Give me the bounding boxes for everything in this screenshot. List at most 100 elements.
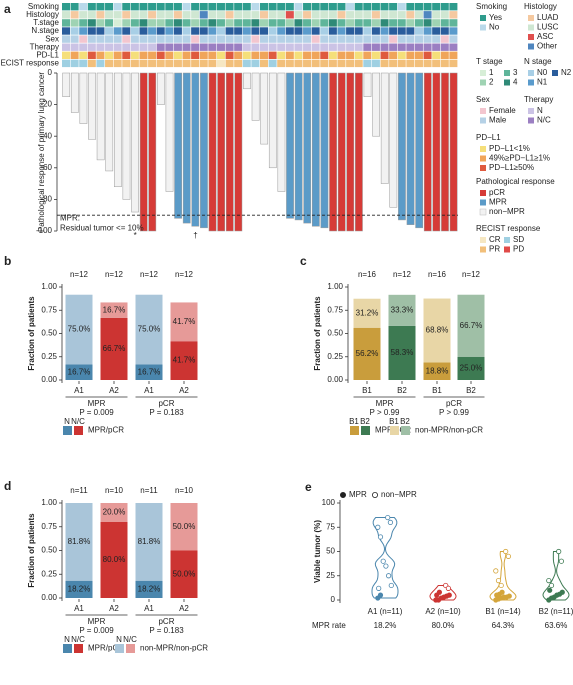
bar: [260, 72, 269, 145]
track-cell: [311, 35, 320, 43]
value-label: 66.7%: [460, 321, 483, 330]
legend-swatch: [480, 190, 486, 196]
track-cell: [70, 59, 79, 68]
bar: [415, 72, 424, 229]
track-cell: [234, 11, 243, 19]
track-cell: [251, 19, 260, 27]
violin: [371, 517, 399, 599]
y-axis-title: Pathological response of primary lung ca…: [37, 72, 46, 232]
bar: [320, 72, 329, 229]
bar: [157, 72, 165, 105]
track-cell: [130, 43, 139, 51]
value-label: 18.8%: [426, 366, 449, 375]
track-cell: [432, 43, 441, 51]
track-cell: [380, 27, 389, 35]
n-label: n=12: [393, 270, 412, 279]
track-cell: [260, 51, 269, 59]
value-label: 80.0%: [103, 555, 126, 564]
track-cell: [122, 11, 131, 19]
y-tick-label: 0.25: [41, 352, 57, 361]
value-label: 25.0%: [460, 363, 483, 372]
track-cell: [62, 27, 71, 35]
track-cell: [216, 51, 225, 59]
track-cell: [346, 51, 355, 59]
value-label: 41.7%: [173, 356, 196, 365]
track-cell: [363, 19, 372, 27]
point-filled: [547, 587, 553, 593]
track-cell: [199, 35, 208, 43]
track-cell: [277, 19, 286, 27]
legend-title: Pathological response: [476, 177, 555, 186]
track-cell: [87, 43, 96, 51]
track-cell: [225, 43, 234, 51]
track-cell: [234, 35, 243, 43]
point-open: [385, 514, 391, 521]
legend-label: PD−L1<1%: [489, 144, 530, 153]
track-cell: [423, 11, 432, 19]
legend-label: 3: [513, 68, 518, 77]
value-label: 18.2%: [138, 584, 161, 593]
track-cell: [268, 27, 277, 35]
track-cell: [432, 35, 441, 43]
legend-label: Male: [489, 116, 507, 125]
track-cell: [251, 35, 260, 43]
value-label: 81.8%: [138, 537, 161, 546]
track-cell: [242, 11, 251, 19]
track-cell: [216, 35, 225, 43]
y-tick-label: 0.00: [41, 375, 57, 384]
track-cell: [371, 19, 380, 27]
track-cell: [414, 43, 423, 51]
bar: [303, 72, 312, 224]
track-cell: [303, 43, 312, 51]
value-label: 50.0%: [173, 522, 196, 531]
track-cell: [285, 51, 294, 59]
track-cell: [260, 27, 269, 35]
y-tick-label: -100: [36, 226, 53, 235]
group-p-value: P > 0.99: [370, 408, 400, 417]
track-cell: [165, 43, 174, 51]
track-cell: [199, 43, 208, 51]
bar: [406, 72, 415, 225]
track-cell: [432, 19, 441, 27]
track-cell: [277, 35, 286, 43]
legend-title: RECIST response: [476, 224, 541, 233]
track-cell: [311, 51, 320, 59]
bar: [268, 72, 277, 169]
track-cell: [122, 43, 131, 51]
track-cell: [216, 59, 225, 68]
track-cell: [62, 59, 71, 68]
y-tick-label: 0.25: [327, 352, 343, 361]
track-cell: [268, 35, 277, 43]
track-cell: [406, 27, 415, 35]
track-cell: [165, 3, 174, 11]
point-open: [548, 582, 555, 589]
track-cell: [251, 51, 260, 59]
track-cell: [320, 3, 329, 11]
legend-swatch: [528, 70, 534, 76]
track-cell: [423, 35, 432, 43]
bar: [294, 72, 303, 221]
point-filled: [377, 592, 384, 598]
point-open: [505, 553, 511, 559]
track-cell: [294, 19, 303, 27]
legend-key-label: B2: [400, 417, 410, 426]
track-cell: [303, 35, 312, 43]
track-cell: [242, 35, 251, 43]
y-tick-label: 1.00: [327, 282, 343, 291]
track-cell: [414, 35, 423, 43]
legend-title: Sex: [476, 95, 490, 104]
track-cell: [165, 51, 174, 59]
track-cell: [156, 43, 165, 51]
track-cell: [199, 27, 208, 35]
legend-title: Smoking: [476, 2, 507, 11]
track-cell: [303, 19, 312, 27]
bar-segment: [100, 503, 128, 522]
track-cell: [173, 35, 182, 43]
y-tick-label: 75: [326, 522, 335, 531]
legend-title: N stage: [524, 57, 552, 66]
track-cell: [354, 59, 363, 68]
track-cell: [113, 43, 122, 51]
y-axis-title: Viable tumor (%): [313, 520, 322, 583]
track-cell: [328, 51, 337, 59]
track-cell: [191, 27, 200, 35]
